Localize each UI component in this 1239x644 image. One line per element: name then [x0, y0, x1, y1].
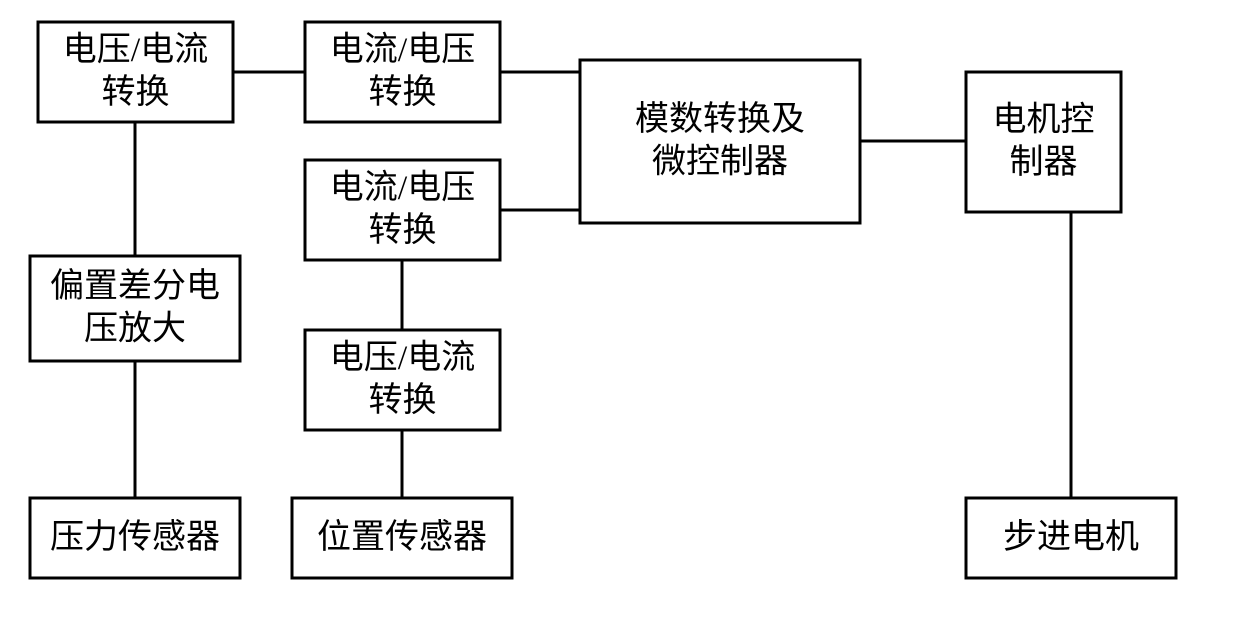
- node-vi1: 电压/电流转换: [38, 22, 233, 122]
- node-bias: 偏置差分电压放大: [30, 256, 240, 361]
- node-iv1-label-line-0: 电流/电压: [330, 31, 475, 69]
- node-vi1-label-line-1: 转换: [102, 73, 170, 111]
- node-vi1-label-line-0: 电压/电流: [63, 31, 208, 69]
- node-iv1-label-line-1: 转换: [369, 73, 437, 111]
- node-iv2: 电流/电压转换: [305, 160, 500, 260]
- node-iv1: 电流/电压转换: [305, 22, 500, 122]
- node-mctl-label-line-1: 制器: [1010, 144, 1078, 181]
- node-vi2-label-line-0: 电压/电流: [330, 339, 475, 377]
- node-mctl-label-line-0: 电机控: [993, 101, 1095, 139]
- node-mctl: 电机控制器: [966, 72, 1121, 212]
- node-mcu-label-line-1: 微控制器: [652, 143, 788, 181]
- node-bias-label-line-1: 压放大: [84, 310, 186, 348]
- node-step-label-line-0: 步进电机: [1003, 518, 1139, 556]
- block-diagram: 电压/电流转换电流/电压转换电流/电压转换偏置差分电压放大电压/电流转换压力传感…: [0, 0, 1239, 644]
- node-pos: 位置传感器: [292, 498, 512, 578]
- node-pos-label-line-0: 位置传感器: [317, 518, 487, 556]
- node-vi2: 电压/电流转换: [305, 330, 500, 430]
- node-vi2-label-line-1: 转换: [369, 381, 437, 419]
- node-press: 压力传感器: [30, 498, 240, 578]
- node-mcu-label-line-0: 模数转换及: [635, 100, 805, 138]
- node-iv2-label-line-0: 电流/电压: [330, 169, 475, 207]
- node-bias-label-line-0: 偏置差分电: [50, 267, 220, 305]
- node-mcu: 模数转换及微控制器: [580, 60, 860, 223]
- node-iv2-label-line-1: 转换: [369, 211, 437, 249]
- node-step: 步进电机: [966, 498, 1176, 578]
- node-press-label-line-0: 压力传感器: [50, 518, 220, 556]
